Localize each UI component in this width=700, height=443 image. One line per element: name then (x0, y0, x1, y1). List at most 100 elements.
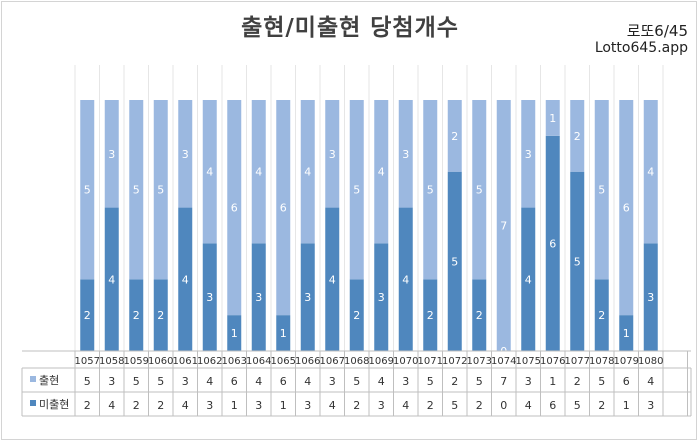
data-label-appear: 4 (378, 166, 385, 179)
table-cell-notappear: 3 (206, 399, 213, 412)
table-cell-notappear: 4 (329, 399, 336, 412)
bar-appear (643, 100, 658, 244)
table-cell-notappear: 1 (623, 399, 630, 412)
category-label: 1068 (344, 356, 369, 367)
table-cell-notappear: 2 (598, 399, 605, 412)
table-cell-appear: 7 (500, 375, 507, 388)
data-label-appear: 2 (451, 130, 458, 143)
category-label: 1059 (124, 356, 149, 367)
data-label-appear: 6 (231, 202, 238, 215)
bar-notappear (349, 279, 364, 351)
data-label-notappear: 4 (402, 273, 409, 286)
table-cell-notappear: 1 (231, 399, 238, 412)
data-label-appear: 5 (476, 184, 483, 197)
table-cell-notappear: 5 (451, 399, 458, 412)
data-label-appear: 5 (427, 184, 434, 197)
bar-notappear (80, 279, 95, 351)
data-label-notappear: 2 (353, 309, 360, 322)
data-label-notappear: 1 (623, 327, 630, 340)
category-label: 1078 (589, 356, 614, 367)
table-cell-appear: 3 (329, 375, 336, 388)
table-cell-notappear: 2 (133, 399, 140, 412)
brand-line-1: 로또6/45 (626, 22, 688, 40)
category-label: 1073 (467, 356, 492, 367)
table-cell-notappear: 1 (280, 399, 287, 412)
bar-notappear (227, 315, 242, 351)
data-label-notappear: 1 (280, 327, 287, 340)
data-label-notappear: 4 (182, 273, 189, 286)
bar-appear (521, 100, 536, 208)
data-label-appear: 3 (525, 148, 532, 161)
data-label-notappear: 4 (108, 273, 115, 286)
category-label: 1076 (540, 356, 565, 367)
table-cell-appear: 3 (108, 375, 115, 388)
bar-appear (472, 100, 487, 280)
bar-notappear (472, 279, 487, 351)
bar-appear (447, 100, 462, 172)
data-label-appear: 5 (157, 184, 164, 197)
bar-appear (594, 100, 609, 280)
category-label: 1070 (393, 356, 418, 367)
table-cell-appear: 4 (255, 375, 262, 388)
category-label: 1058 (99, 356, 124, 367)
table-cell-appear: 6 (280, 375, 287, 388)
table-cell-appear: 4 (647, 375, 654, 388)
bar-notappear (251, 243, 266, 351)
table-cell-notappear: 3 (647, 399, 654, 412)
bar-notappear (300, 243, 315, 351)
data-label-appear: 4 (255, 166, 262, 179)
table-cell-appear: 2 (451, 375, 458, 388)
bar-notappear (619, 315, 634, 351)
bar-notappear (104, 207, 119, 351)
table-cell-appear: 5 (133, 375, 140, 388)
bar-appear (153, 100, 168, 280)
data-label-appear: 4 (206, 166, 213, 179)
bar-notappear (570, 171, 585, 351)
bar-notappear (521, 207, 536, 351)
data-label-appear: 5 (133, 184, 140, 197)
category-label: 1060 (148, 356, 173, 367)
data-label-notappear: 2 (476, 309, 483, 322)
category-label: 1079 (614, 356, 639, 367)
bar-notappear (447, 171, 462, 351)
table-cell-appear: 4 (206, 375, 213, 388)
data-label-appear: 3 (108, 148, 115, 161)
category-label: 1066 (295, 356, 320, 367)
bar-notappear (643, 243, 658, 351)
bar-appear (202, 100, 217, 244)
bar-appear (129, 100, 144, 280)
bar-appear (374, 100, 389, 244)
bar-appear (227, 100, 242, 316)
bar-notappear (594, 279, 609, 351)
data-label-appear: 4 (647, 166, 654, 179)
category-label: 1067 (320, 356, 345, 367)
category-label: 1069 (369, 356, 394, 367)
data-label-appear: 5 (84, 184, 91, 197)
bar-appear (325, 100, 340, 208)
bar-notappear (398, 207, 413, 351)
table-cell-appear: 6 (623, 375, 630, 388)
data-label-notappear: 1 (231, 327, 238, 340)
legend-key-notappear (30, 400, 36, 406)
table-cell-appear: 6 (231, 375, 238, 388)
table-cell-appear: 3 (402, 375, 409, 388)
bar-notappear (374, 243, 389, 351)
bar-notappear (153, 279, 168, 351)
bar-appear (349, 100, 364, 280)
data-label-notappear: 2 (84, 309, 91, 322)
table-cell-appear: 3 (525, 375, 532, 388)
data-label-notappear: 3 (255, 291, 262, 304)
data-label-notappear: 5 (574, 255, 581, 268)
category-label: 1074 (491, 356, 516, 367)
data-label-appear: 6 (623, 202, 630, 215)
bar-notappear (423, 279, 438, 351)
bar-appear (80, 100, 95, 280)
category-label: 1072 (442, 356, 467, 367)
bar-appear (496, 100, 511, 351)
table-cell-appear: 3 (182, 375, 189, 388)
data-label-appear: 5 (353, 184, 360, 197)
bar-notappear (276, 315, 291, 351)
bar-appear (300, 100, 315, 244)
